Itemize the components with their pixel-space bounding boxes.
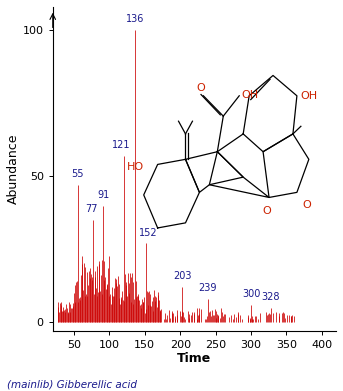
Text: 121: 121 xyxy=(111,140,130,150)
Text: 55: 55 xyxy=(71,169,84,179)
Text: HO: HO xyxy=(127,162,144,172)
Y-axis label: Abundance: Abundance xyxy=(7,134,20,204)
Text: 300: 300 xyxy=(242,289,260,299)
Text: (mainlib) Gibberellic acid: (mainlib) Gibberellic acid xyxy=(7,379,137,389)
Text: 239: 239 xyxy=(199,283,217,293)
Text: 203: 203 xyxy=(173,271,192,282)
Text: O: O xyxy=(303,200,312,210)
Text: 91: 91 xyxy=(97,190,109,200)
Text: OH: OH xyxy=(241,90,258,100)
Text: 152: 152 xyxy=(139,228,158,238)
Text: O: O xyxy=(196,83,205,93)
Text: OH: OH xyxy=(300,91,317,101)
Text: 136: 136 xyxy=(126,14,144,25)
X-axis label: Time: Time xyxy=(177,352,212,364)
Text: 77: 77 xyxy=(85,204,97,214)
Text: O: O xyxy=(263,206,271,216)
Text: 328: 328 xyxy=(262,292,280,302)
